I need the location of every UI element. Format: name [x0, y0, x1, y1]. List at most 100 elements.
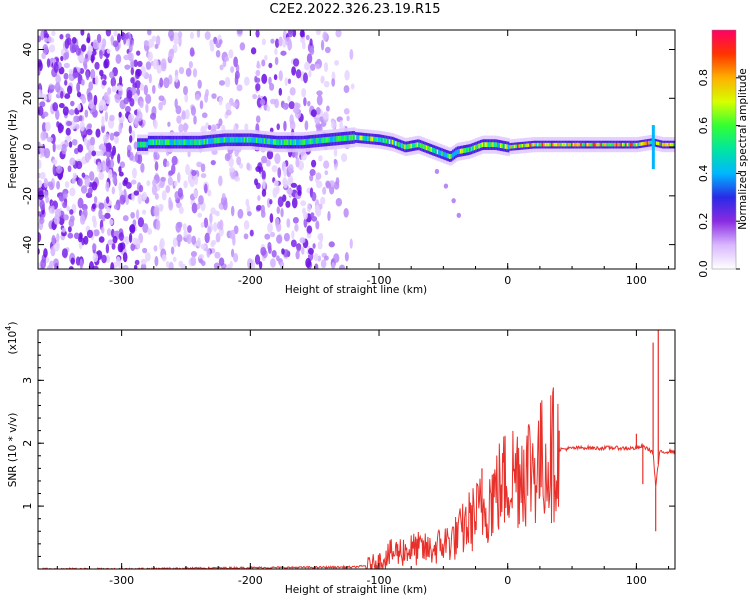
- spectrogram-cell: [252, 93, 258, 100]
- spectrogram-cell: [47, 181, 54, 187]
- spectrogram-cell: [291, 197, 298, 209]
- spectrogram-cell: [183, 85, 188, 96]
- spectrogram-cell: [108, 218, 114, 226]
- spectrogram-cell: [109, 71, 115, 79]
- spectrogram-cell: [308, 69, 312, 78]
- snr-x-tick-label: -100: [367, 574, 392, 587]
- spectrogram-cell: [331, 120, 337, 130]
- spectrogram-ridge-core: [330, 136, 333, 143]
- spectrogram-cell: [309, 174, 314, 182]
- spectrogram-cell: [275, 217, 280, 229]
- spectrogram-cell: [199, 100, 204, 110]
- spectrogram-ridge-core: [567, 142, 571, 147]
- spectrogram-cell: [79, 258, 84, 269]
- colorbar: 0.0 0.2 0.4 0.6 0.8 Normalized spectral ampl…: [697, 29, 749, 278]
- spectrogram-ridge-core: [659, 142, 662, 146]
- spectrogram-cell: [314, 117, 321, 124]
- spectrogram-cell: [194, 93, 201, 101]
- spectrogram-cell: [56, 233, 60, 243]
- spectrogram-ridge-core: [158, 139, 161, 146]
- spectrogram-ridge-core: [303, 139, 307, 145]
- spectrogram-cell: [196, 202, 201, 210]
- spectrogram-cell: [62, 192, 68, 199]
- spectrogram-ridge-core: [432, 147, 435, 153]
- spectrogram-cell: [167, 176, 173, 186]
- spectrogram-cell: [55, 144, 63, 150]
- spectrogram-cell: [109, 114, 115, 122]
- spectrogram-ridge-core: [516, 144, 520, 148]
- spectrogram-cell: [64, 93, 71, 99]
- spectrogram-ridge-core: [642, 141, 645, 146]
- spectrogram-cell: [139, 83, 145, 91]
- spectrogram-cell: [233, 225, 239, 235]
- spectrogram-cell: [105, 196, 110, 204]
- spectrogram-ridge-core: [620, 142, 623, 147]
- spectrogram-ridge-core: [228, 136, 231, 143]
- spectrogram-cell: [218, 118, 223, 127]
- spectrogram-cell: [323, 255, 329, 261]
- spectrogram-cell: [237, 30, 243, 35]
- spectrogram-ridge-core: [594, 142, 597, 147]
- spectrogram-ridge-core: [306, 138, 310, 145]
- spectrogram-cell: [154, 43, 159, 49]
- spectrogram-cell: [153, 245, 158, 252]
- spectrogram-cell: [213, 222, 218, 233]
- spectrogram-ridge-core: [331, 136, 334, 143]
- spectrogram-cell: [99, 149, 104, 157]
- spectrogram-cell: [288, 101, 295, 110]
- spectrogram-cell: [328, 241, 335, 248]
- snr-ticks: -300 -200 -100 0 100 1 2 3: [21, 330, 675, 587]
- spectrogram-cell: [80, 79, 85, 86]
- spectrogram-cell: [193, 115, 197, 125]
- spectrogram-cell: [158, 181, 165, 189]
- spectrogram-cell: [66, 37, 72, 46]
- spectrogram-ridge-core: [245, 136, 248, 143]
- spectrogram-ridge-core: [249, 136, 253, 143]
- spectrogram-ridge-core: [452, 152, 455, 158]
- spectrogram-ridge-core: [512, 144, 515, 149]
- spectrogram-cell: [290, 182, 298, 188]
- spectrogram-cell: [69, 42, 76, 54]
- spectrogram-ridge-core: [137, 141, 140, 148]
- spectrogram-cell: [221, 193, 226, 199]
- spectrogram-cell: [228, 167, 235, 173]
- spectrogram-ridge-core: [396, 141, 399, 147]
- spectrogram-x-tick-label: -300: [109, 274, 134, 287]
- spectrogram-cell: [107, 239, 114, 246]
- spectrogram-ridge-core: [188, 139, 191, 146]
- spectrogram-cell: [137, 193, 143, 205]
- spectrogram-ridge-core: [626, 142, 629, 147]
- spectrogram-ridge-core: [197, 139, 200, 146]
- spectrogram-ridge-core: [476, 144, 480, 149]
- svg-text:(x104): (x104): [4, 322, 19, 355]
- spectrogram-cell: [303, 97, 307, 107]
- spectrogram-cell: [318, 155, 323, 162]
- spectrogram-ridge-core: [601, 142, 605, 147]
- snr-y-tick-label: 3: [21, 377, 34, 384]
- spectrogram-ridge-core: [257, 137, 260, 144]
- spectrogram-ridge-core: [524, 143, 527, 148]
- spectrogram-cell: [134, 80, 141, 89]
- spectrogram-cell: [304, 120, 309, 131]
- spectrogram-ridge-core: [560, 142, 563, 147]
- spectrogram-branch-point: [434, 168, 440, 175]
- spectrogram-cell: [269, 213, 274, 224]
- spectrogram-cell: [172, 237, 178, 248]
- spectrogram-cell: [65, 33, 71, 39]
- spectrogram-cell: [282, 30, 287, 41]
- spectrogram-cell: [311, 215, 318, 222]
- spectrogram-cell: [286, 188, 293, 195]
- spectrogram-cell: [119, 161, 126, 169]
- spectrogram-cell: [292, 216, 299, 224]
- spectrogram-cell: [93, 196, 98, 204]
- spectrogram-cell: [168, 261, 174, 269]
- spectrogram-cell: [294, 223, 299, 232]
- spectrogram-ridge-core: [611, 142, 614, 147]
- spectrogram-ridge-core: [143, 141, 146, 148]
- spectrogram-cell: [153, 206, 160, 217]
- spectrogram-cell: [225, 109, 232, 116]
- spectrogram-cell: [205, 89, 209, 97]
- spectrogram-x-tick-label: 100: [626, 274, 647, 287]
- spectrogram-cell: [299, 30, 305, 38]
- spectrogram-ridge-core: [263, 138, 266, 144]
